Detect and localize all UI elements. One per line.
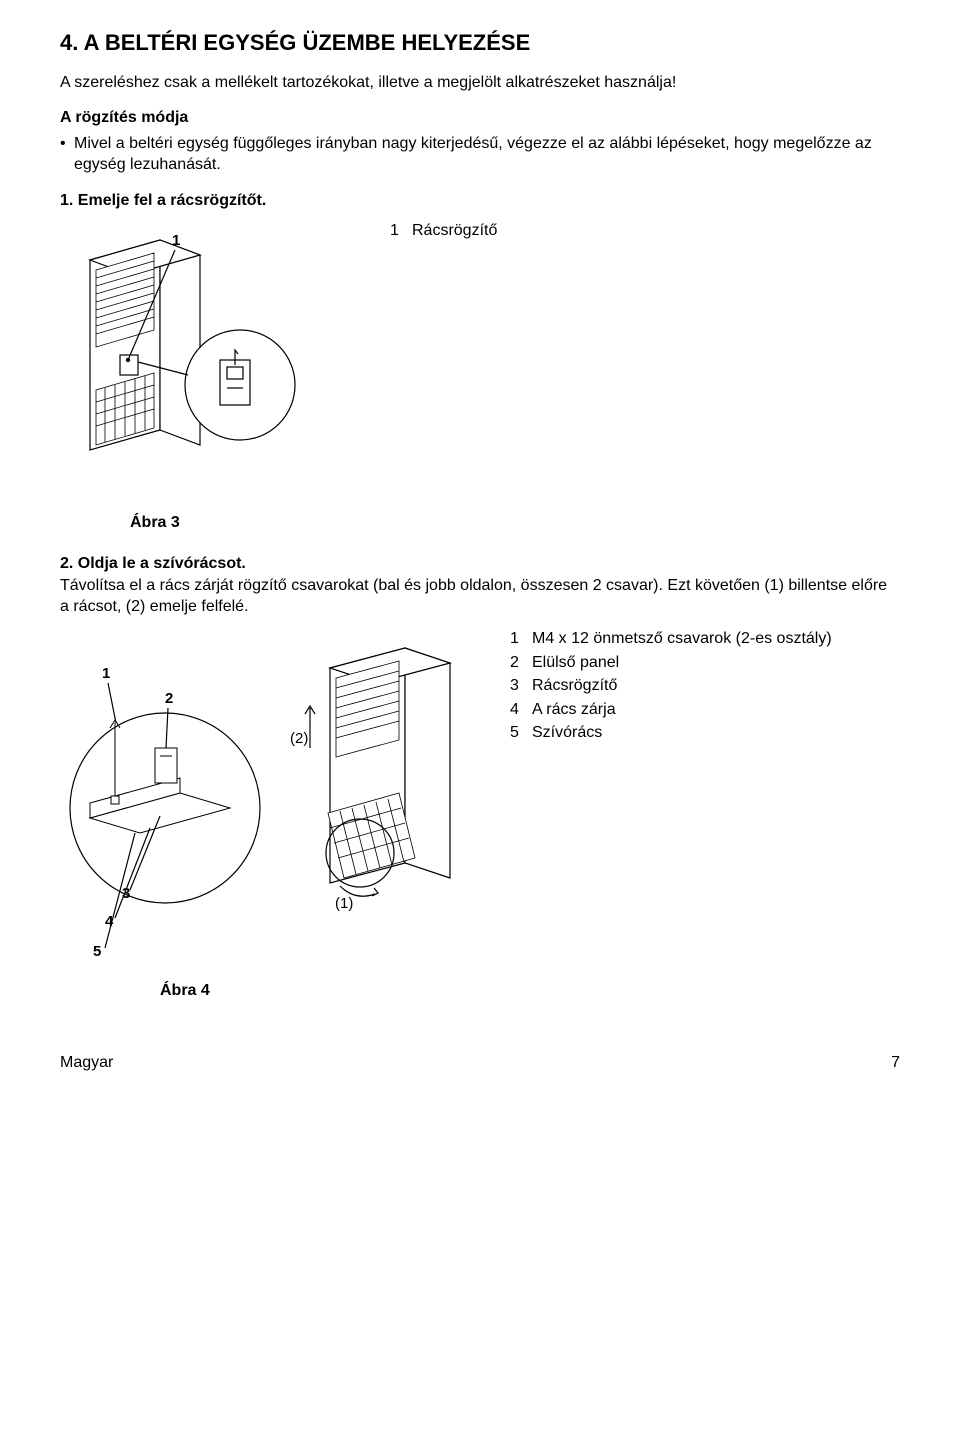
footer-language: Magyar — [60, 1052, 113, 1074]
fig4-legend-label-1: M4 x 12 önmetsző csavarok (2-es osztály) — [532, 628, 832, 650]
section-title-text: A BELTÉRI EGYSÉG ÜZEMBE HELYEZÉSE — [84, 30, 531, 55]
svg-text:4: 4 — [105, 913, 114, 930]
fig4-legend-label-2: Elülső panel — [532, 652, 619, 674]
fig4-legend-row: 3 Rácsrögzítő — [510, 675, 832, 697]
svg-text:(2): (2) — [290, 730, 308, 747]
section-intro: A szereléshez csak a mellékelt tartozéko… — [60, 72, 900, 94]
svg-text:1: 1 — [172, 232, 180, 249]
svg-text:1: 1 — [102, 665, 110, 682]
fig4-legend-num-2: 2 — [510, 652, 532, 674]
svg-text:2: 2 — [165, 690, 173, 707]
fig4-legend-label-3: Rácsrögzítő — [532, 675, 617, 697]
fig3-legend-num: 1 — [390, 220, 412, 242]
footer-page-number: 7 — [891, 1052, 900, 1074]
svg-text:(1): (1) — [335, 895, 353, 912]
fig3-legend-row: 1 Rácsrögzítő — [390, 220, 497, 242]
fig4-legend-num-1: 1 — [510, 628, 532, 650]
fig4-legend-num-4: 4 — [510, 699, 532, 721]
step1-heading: 1. Emelje fel a rácsrögzítőt. — [60, 190, 900, 212]
fig4-legend-row: 4 A rács zárja — [510, 699, 832, 721]
fig4-legend-row: 1 M4 x 12 önmetsző csavarok (2-es osztál… — [510, 628, 832, 650]
fig4-legend-label-5: Szívórács — [532, 722, 602, 744]
step2-body: Távolítsa el a rács zárját rögzítő csava… — [60, 575, 900, 618]
method-heading: A rögzítés módja — [60, 107, 900, 129]
fig3-legend-label: Rácsrögzítő — [412, 220, 497, 242]
figure-3: 1 — [60, 220, 360, 500]
figure4-caption: Ábra 4 — [160, 980, 900, 1002]
method-bullet: Mivel a beltéri egység függőleges irányb… — [60, 133, 900, 176]
svg-text:3: 3 — [122, 885, 130, 902]
section-number: 4. — [60, 30, 78, 55]
fig4-legend-row: 2 Elülső panel — [510, 652, 832, 674]
step2-heading: 2. Oldja le a szívórácsot. — [60, 555, 246, 572]
fig4-legend-label-4: A rács zárja — [532, 699, 616, 721]
section-title: 4. A BELTÉRI EGYSÉG ÜZEMBE HELYEZÉSE — [60, 28, 900, 58]
figure3-caption: Ábra 3 — [130, 512, 900, 534]
fig4-legend-num-5: 5 — [510, 722, 532, 744]
svg-text:5: 5 — [93, 943, 101, 960]
fig4-legend-row: 5 Szívórács — [510, 722, 832, 744]
fig4-legend-num-3: 3 — [510, 675, 532, 697]
figure-4: 1 2 3 4 5 (1) (2) — [60, 628, 500, 968]
